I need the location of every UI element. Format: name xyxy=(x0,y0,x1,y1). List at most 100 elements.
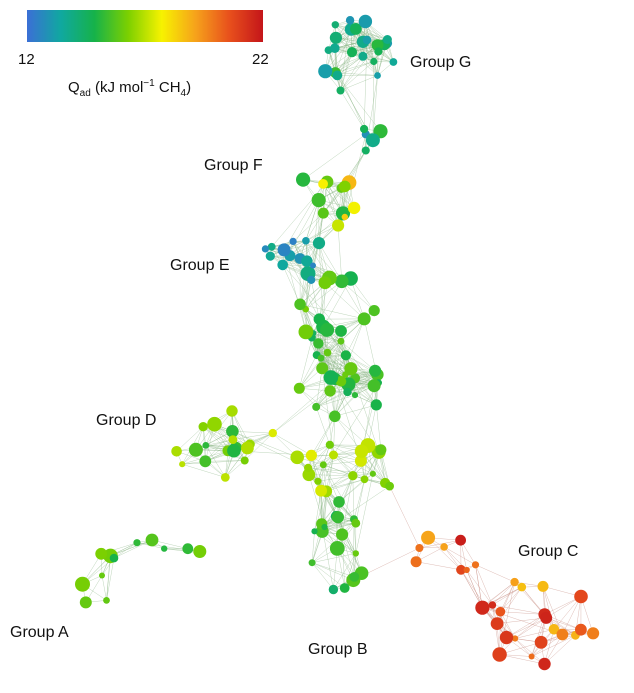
network-node xyxy=(329,450,338,460)
network-edge xyxy=(337,61,374,76)
network-edge xyxy=(321,368,334,456)
network-node xyxy=(351,518,361,528)
network-node xyxy=(228,435,238,444)
network-edge xyxy=(311,562,345,589)
network-edge xyxy=(307,454,334,469)
network-node xyxy=(75,576,90,592)
network-edge xyxy=(376,404,382,450)
network-edge xyxy=(323,460,361,466)
network-node xyxy=(95,547,108,560)
network-edge xyxy=(312,200,319,266)
group-label-f: Group F xyxy=(204,157,263,174)
network-node xyxy=(374,47,383,56)
network-edge xyxy=(427,537,462,571)
network-node xyxy=(289,237,297,245)
network-edge xyxy=(299,332,314,389)
network-node xyxy=(261,245,269,253)
colorbar-title-unit-sub: 4 xyxy=(181,88,187,99)
network-node xyxy=(188,442,203,457)
network-node xyxy=(330,43,340,53)
group-labels: Group G Group F Group E Group D Group C … xyxy=(10,54,578,658)
network-edge xyxy=(113,539,153,559)
network-node xyxy=(318,179,328,189)
network-node xyxy=(389,58,398,66)
network-edge xyxy=(500,611,516,639)
network-node xyxy=(339,583,350,593)
network-edge xyxy=(311,562,334,590)
network-node xyxy=(298,324,314,340)
network-node xyxy=(99,572,105,579)
network-node xyxy=(349,572,360,582)
network-node xyxy=(109,553,119,563)
network-edge xyxy=(302,134,366,180)
network-edge xyxy=(419,546,445,549)
network-node xyxy=(313,338,324,349)
network-node xyxy=(343,387,352,397)
network-edge xyxy=(340,75,378,91)
network-edge xyxy=(106,555,111,601)
network-node xyxy=(325,440,334,449)
network-node xyxy=(540,611,553,624)
network-edge xyxy=(352,475,355,520)
network-node xyxy=(528,653,535,660)
network-edge xyxy=(340,52,353,91)
network-node xyxy=(492,647,507,662)
network-edge xyxy=(324,522,356,528)
network-node xyxy=(370,57,378,66)
network-edge xyxy=(312,562,354,581)
network-node xyxy=(323,370,339,385)
network-edge xyxy=(500,611,545,615)
network-node xyxy=(475,600,490,615)
network-node xyxy=(421,530,436,545)
network-node xyxy=(179,461,186,468)
network-node xyxy=(456,564,466,575)
colorbar-title-q: Q xyxy=(68,79,80,96)
network-edge xyxy=(325,455,334,492)
network-node xyxy=(318,276,332,290)
network-edge xyxy=(562,596,582,635)
nodes-layer xyxy=(75,14,600,671)
network-node xyxy=(345,16,355,25)
network-node xyxy=(340,350,351,361)
network-edge xyxy=(515,629,555,639)
network-node xyxy=(312,402,321,411)
network-node xyxy=(337,337,345,345)
network-node xyxy=(198,422,208,432)
network-node xyxy=(332,70,343,81)
network-edge xyxy=(341,534,355,577)
network-node xyxy=(361,146,370,155)
network-edge xyxy=(315,368,323,407)
network-edge xyxy=(355,473,374,554)
network-edge xyxy=(311,455,327,492)
network-edge xyxy=(514,638,545,665)
colorbar: 12 22 Qad (kJ mol−1 CH4) xyxy=(18,10,269,99)
network-edge xyxy=(492,586,522,606)
network-node xyxy=(331,21,339,29)
network-node xyxy=(333,496,345,508)
network-edge xyxy=(531,635,576,657)
group-label-b: Group B xyxy=(308,641,368,658)
colorbar-gradient xyxy=(27,10,263,42)
network-edge xyxy=(506,614,545,638)
network-edge xyxy=(352,475,386,484)
network-edge xyxy=(326,460,362,492)
network-node xyxy=(304,463,313,472)
network-edge xyxy=(322,485,390,532)
network-node xyxy=(347,201,361,215)
network-node xyxy=(370,399,382,411)
network-node xyxy=(227,443,241,458)
network-node xyxy=(517,582,527,592)
network-node xyxy=(344,362,358,376)
network-node xyxy=(161,545,168,552)
network-node xyxy=(534,635,548,649)
colorbar-min-label: 12 xyxy=(18,51,35,68)
network-edge xyxy=(500,586,523,612)
network-edge xyxy=(205,439,233,446)
group-label-e: Group E xyxy=(170,257,230,274)
network-node xyxy=(331,511,344,524)
network-edge xyxy=(299,354,317,389)
network-edge xyxy=(340,90,365,130)
network-node xyxy=(365,133,380,148)
network-edge xyxy=(544,635,576,665)
